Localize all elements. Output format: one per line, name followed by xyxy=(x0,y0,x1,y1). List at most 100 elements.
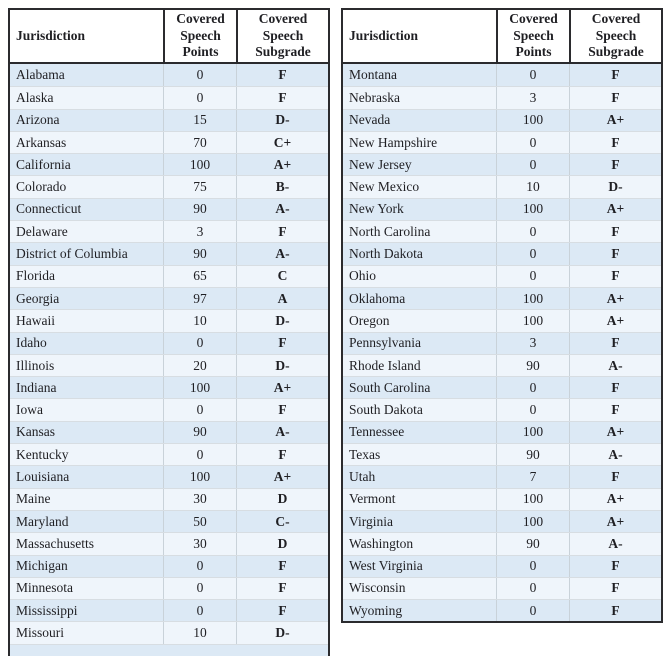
points-cell: 100 xyxy=(496,421,569,444)
points-cell: 90 xyxy=(163,421,236,444)
jurisdiction-cell: Kentucky xyxy=(16,446,69,462)
table-row: New Hampshire 0 F xyxy=(343,130,661,154)
jurisdiction-cell: Arizona xyxy=(16,112,60,128)
jurisdiction-cell: Colorado xyxy=(16,179,67,195)
table-row: Tennessee 100 A+ xyxy=(343,420,661,444)
points-cell: 100 xyxy=(496,198,569,221)
jurisdiction-cell: Pennsylvania xyxy=(349,335,421,351)
jurisdiction-cell: Wyoming xyxy=(349,602,403,618)
jurisdiction-cell: Nebraska xyxy=(349,89,400,105)
subgrade-cell: D- xyxy=(236,109,328,131)
points-cell: 75 xyxy=(163,176,236,198)
points-cell: 0 xyxy=(163,332,236,354)
table-header: Jurisdiction Covered Speech Points Cover… xyxy=(343,10,661,64)
points-cell: 50 xyxy=(163,510,236,533)
table-row: Kentucky 0 F xyxy=(10,443,328,466)
points-cell: 10 xyxy=(496,176,569,198)
table-row: Massachusetts 30 D xyxy=(10,532,328,555)
table-row: Michigan 0 F xyxy=(10,554,328,577)
points-cell: 0 xyxy=(163,444,236,466)
table-row: Utah 7 F xyxy=(343,465,661,488)
subgrade-cell: F xyxy=(236,332,328,354)
jurisdiction-cell: Oregon xyxy=(349,312,390,328)
jurisdiction-cell: New Mexico xyxy=(349,179,420,195)
subgrade-cell: A- xyxy=(236,421,328,444)
points-cell: 0 xyxy=(496,577,569,600)
header-covered-speech-points: Covered Speech Points xyxy=(163,10,236,62)
table-row: North Carolina 0 F xyxy=(343,220,661,243)
points-cell: 0 xyxy=(496,154,569,176)
jurisdiction-cell: Washington xyxy=(349,535,414,551)
subgrade-cell: F xyxy=(569,466,661,488)
table-row: South Dakota 0 F xyxy=(343,398,661,421)
jurisdiction-cell: Michigan xyxy=(16,558,68,574)
jurisdiction-cell: New Jersey xyxy=(349,156,412,172)
subgrade-cell: F xyxy=(569,64,661,87)
subgrade-cell: F xyxy=(569,154,661,176)
header-jurisdiction: Jurisdiction xyxy=(349,27,419,43)
jurisdiction-cell: Arkansas xyxy=(16,134,67,150)
jurisdiction-cell: Mississippi xyxy=(16,602,78,618)
subgrade-cell: A+ xyxy=(569,198,661,221)
table-body: Alabama 0 F Alaska 0 F Arizona 15 D- Arkansas 70 C+… xyxy=(10,64,328,644)
jurisdiction-cell: Alaska xyxy=(16,89,54,105)
points-cell: 0 xyxy=(163,399,236,421)
subgrade-cell: F xyxy=(236,600,328,622)
subgrade-cell: F xyxy=(236,399,328,421)
subgrade-cell: A+ xyxy=(569,488,661,510)
subgrade-cell: A+ xyxy=(236,154,328,176)
table-row: Hawaii 10 D- xyxy=(10,309,328,332)
jurisdiction-cell: Iowa xyxy=(16,402,43,418)
points-cell: 3 xyxy=(496,87,569,109)
points-cell: 3 xyxy=(496,332,569,354)
subgrade-cell: F xyxy=(236,555,328,577)
jurisdiction-cell: Ohio xyxy=(349,268,376,284)
subgrade-cell: F xyxy=(569,600,661,622)
points-cell: 0 xyxy=(496,221,569,243)
subgrade-cell: D xyxy=(236,488,328,510)
subgrade-cell: A- xyxy=(569,354,661,377)
table-row: Colorado 75 B- xyxy=(10,175,328,198)
jurisdiction-cell: Minnesota xyxy=(16,580,73,596)
jurisdiction-cell: Alabama xyxy=(16,67,65,83)
table-header: Jurisdiction Covered Speech Points Cover… xyxy=(10,10,328,64)
points-cell: 15 xyxy=(163,109,236,131)
jurisdiction-cell: Indiana xyxy=(16,379,57,395)
covered-speech-table-right: Jurisdiction Covered Speech Points Cover… xyxy=(341,8,663,624)
points-cell: 90 xyxy=(496,533,569,555)
table-row: New Jersey 0 F xyxy=(343,153,661,176)
table-row: Vermont 100 A+ xyxy=(343,487,661,510)
jurisdiction-cell: New York xyxy=(349,201,404,217)
table-row: Illinois 20 D- xyxy=(10,353,328,377)
points-cell: 97 xyxy=(163,287,236,310)
table-row: Mississippi 0 F xyxy=(10,599,328,622)
jurisdiction-cell: California xyxy=(16,156,71,172)
subgrade-cell: D- xyxy=(236,310,328,332)
points-cell: 100 xyxy=(163,154,236,176)
jurisdiction-cell: Virginia xyxy=(349,513,393,529)
subgrade-cell: A- xyxy=(569,444,661,466)
table-row: Arkansas 70 C+ xyxy=(10,130,328,154)
subgrade-cell: A- xyxy=(236,243,328,265)
table-row: New Mexico 10 D- xyxy=(343,175,661,198)
subgrade-cell: F xyxy=(236,87,328,109)
table-row: South Carolina 0 F xyxy=(343,376,661,399)
jurisdiction-cell: Kansas xyxy=(16,424,55,440)
subgrade-cell: A+ xyxy=(236,466,328,488)
points-cell: 0 xyxy=(496,131,569,154)
header-jurisdiction: Jurisdiction xyxy=(16,27,86,43)
subgrade-cell: A- xyxy=(236,198,328,221)
covered-speech-table-left: Jurisdiction Covered Speech Points Cover… xyxy=(8,8,330,656)
jurisdiction-cell: Rhode Island xyxy=(349,357,421,373)
table-row: New York 100 A+ xyxy=(343,197,661,221)
jurisdiction-cell: Maryland xyxy=(16,513,69,529)
points-cell: 30 xyxy=(163,488,236,510)
points-cell: 65 xyxy=(163,265,236,287)
subgrade-cell: F xyxy=(569,577,661,600)
jurisdiction-cell: Illinois xyxy=(16,357,55,373)
jurisdiction-cell: West Virginia xyxy=(349,558,423,574)
points-cell: 0 xyxy=(496,265,569,287)
subgrade-cell: A+ xyxy=(569,109,661,131)
points-cell: 0 xyxy=(163,577,236,600)
table-row: Louisiana 100 A+ xyxy=(10,465,328,488)
